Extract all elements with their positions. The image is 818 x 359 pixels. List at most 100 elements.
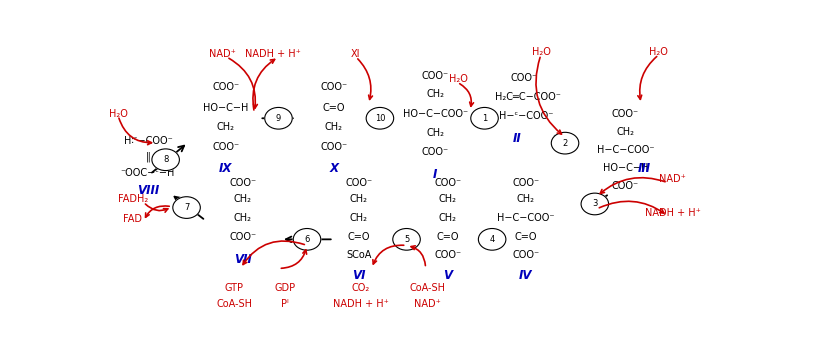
Text: H∶ᶜ−COO⁻: H∶ᶜ−COO⁻ (124, 136, 173, 146)
FancyArrowPatch shape (119, 118, 151, 145)
Text: CH₂: CH₂ (438, 194, 456, 204)
FancyArrowPatch shape (146, 204, 168, 212)
Text: C=O: C=O (437, 232, 459, 242)
Text: COO⁻: COO⁻ (320, 142, 347, 152)
Text: GDP: GDP (274, 283, 295, 293)
Text: COO⁻: COO⁻ (213, 142, 240, 152)
FancyArrowPatch shape (281, 250, 307, 268)
Ellipse shape (152, 149, 179, 171)
FancyArrowPatch shape (460, 84, 474, 106)
Text: CoA-SH: CoA-SH (216, 299, 252, 309)
Ellipse shape (551, 132, 579, 154)
Text: V: V (443, 269, 452, 282)
Text: 8: 8 (163, 155, 169, 164)
Text: C=O: C=O (348, 232, 371, 242)
FancyArrowPatch shape (146, 206, 169, 217)
FancyArrowPatch shape (411, 246, 425, 266)
Text: HO−C−H: HO−C−H (603, 163, 648, 173)
Text: 5: 5 (404, 235, 409, 244)
Text: COO⁻: COO⁻ (612, 108, 639, 118)
Text: CH₂: CH₂ (234, 194, 252, 204)
FancyArrowPatch shape (600, 178, 665, 194)
Text: COO⁻: COO⁻ (512, 178, 539, 188)
Text: HO−C−COO⁻: HO−C−COO⁻ (402, 108, 468, 118)
Text: ‖: ‖ (146, 152, 151, 162)
Text: H₂O: H₂O (109, 108, 128, 118)
Text: III: III (638, 162, 651, 175)
Text: CH₂: CH₂ (325, 122, 343, 132)
Ellipse shape (471, 107, 498, 129)
Ellipse shape (366, 107, 393, 129)
Text: NAD⁺: NAD⁺ (659, 173, 686, 183)
Ellipse shape (479, 229, 506, 250)
Text: 1: 1 (482, 114, 488, 123)
Text: COO⁻: COO⁻ (612, 181, 639, 191)
Text: Pᴵ: Pᴵ (281, 299, 289, 309)
Text: CH₂: CH₂ (350, 213, 368, 223)
Text: ⁻OOC−ᶜ−H: ⁻OOC−ᶜ−H (121, 168, 175, 178)
Text: GTP: GTP (225, 283, 244, 293)
Text: C=O: C=O (515, 232, 537, 242)
Text: COO⁻: COO⁻ (512, 250, 539, 260)
Text: CH₂: CH₂ (234, 213, 252, 223)
Text: H₂O: H₂O (649, 47, 668, 57)
Text: COO⁻: COO⁻ (345, 178, 372, 188)
Ellipse shape (294, 229, 321, 250)
Text: NADH + H⁺: NADH + H⁺ (333, 299, 389, 309)
Text: SCoA: SCoA (346, 250, 371, 260)
Text: NAD⁺: NAD⁺ (414, 299, 441, 309)
FancyArrowPatch shape (253, 60, 275, 110)
Text: C=O: C=O (322, 103, 345, 113)
Text: COO⁻: COO⁻ (434, 178, 461, 188)
Text: COO⁻: COO⁻ (421, 71, 448, 81)
Text: COO⁻: COO⁻ (510, 73, 537, 83)
Text: CH₂: CH₂ (616, 126, 634, 136)
FancyArrowPatch shape (243, 241, 304, 265)
Text: 9: 9 (276, 114, 281, 123)
Text: CH₂: CH₂ (438, 213, 456, 223)
Text: 3: 3 (592, 200, 597, 209)
Text: HO−C−H: HO−C−H (203, 103, 249, 113)
Text: CH₂: CH₂ (217, 122, 235, 132)
Text: COO⁻: COO⁻ (213, 82, 240, 92)
Text: COO⁻: COO⁻ (229, 232, 257, 242)
Text: CH₂: CH₂ (426, 89, 444, 99)
FancyArrowPatch shape (373, 245, 404, 264)
Text: H₂O: H₂O (449, 74, 468, 84)
Ellipse shape (265, 107, 292, 129)
Text: H₂O: H₂O (532, 47, 551, 57)
Text: VIII: VIII (137, 184, 159, 197)
Ellipse shape (173, 197, 200, 218)
Text: CoA-SH: CoA-SH (410, 283, 446, 293)
Text: COO⁻: COO⁻ (229, 178, 257, 188)
Text: X: X (329, 162, 338, 175)
Text: 6: 6 (304, 235, 310, 244)
Text: II: II (513, 132, 522, 145)
Text: COO⁻: COO⁻ (320, 82, 347, 92)
Text: CO₂: CO₂ (352, 283, 370, 293)
FancyArrowPatch shape (536, 57, 561, 134)
Text: IV: IV (519, 269, 533, 282)
Text: CH₂: CH₂ (517, 194, 535, 204)
Ellipse shape (581, 193, 609, 215)
Text: H−C−COO⁻: H−C−COO⁻ (497, 213, 555, 223)
Text: COO⁻: COO⁻ (421, 147, 448, 157)
Text: H−ᶜ−COO⁻: H−ᶜ−COO⁻ (498, 111, 553, 121)
FancyArrowPatch shape (638, 56, 657, 99)
Text: 4: 4 (489, 235, 495, 244)
Text: NADH + H⁺: NADH + H⁺ (645, 208, 701, 218)
Text: FAD: FAD (124, 214, 142, 224)
Text: VI: VI (353, 269, 366, 282)
FancyArrowPatch shape (229, 58, 258, 108)
Text: FADH₂: FADH₂ (118, 194, 148, 204)
Text: NADH + H⁺: NADH + H⁺ (245, 49, 301, 59)
FancyArrowPatch shape (600, 201, 664, 213)
Ellipse shape (393, 229, 420, 250)
Text: 2: 2 (563, 139, 568, 148)
Text: H−C−COO⁻: H−C−COO⁻ (596, 145, 654, 154)
Text: NAD⁺: NAD⁺ (209, 49, 236, 59)
Text: H₂C═C−COO⁻: H₂C═C−COO⁻ (496, 92, 561, 102)
Text: COO⁻: COO⁻ (434, 250, 461, 260)
Text: I: I (433, 168, 438, 181)
FancyArrowPatch shape (357, 59, 372, 99)
